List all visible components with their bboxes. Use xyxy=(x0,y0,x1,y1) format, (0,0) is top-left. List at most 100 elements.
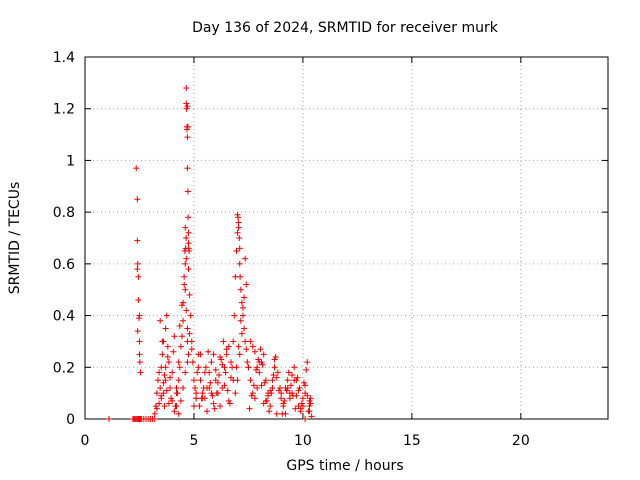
data-point xyxy=(238,299,245,306)
data-point xyxy=(250,382,257,389)
data-point xyxy=(171,408,178,415)
data-point xyxy=(181,281,188,288)
data-point xyxy=(133,165,140,172)
data-point xyxy=(180,317,187,324)
data-point xyxy=(231,312,238,319)
data-point xyxy=(208,359,215,366)
data-point xyxy=(307,395,314,402)
data-point xyxy=(197,351,204,358)
data-point xyxy=(267,387,274,394)
data-point xyxy=(225,397,232,404)
data-point xyxy=(135,273,142,280)
data-point xyxy=(244,359,251,366)
data-point xyxy=(177,343,184,350)
data-point xyxy=(211,405,218,412)
data-point xyxy=(228,374,235,381)
data-point xyxy=(182,245,189,252)
data-point xyxy=(173,384,180,391)
data-point xyxy=(260,351,267,358)
data-point xyxy=(236,351,243,358)
axis-ticks xyxy=(84,56,608,420)
data-point xyxy=(304,392,311,399)
data-point xyxy=(136,351,143,358)
data-point xyxy=(284,377,291,384)
x-tick-labels: 0 5 10 15 20 xyxy=(81,433,530,449)
data-point xyxy=(266,408,273,415)
x-tick-label: 20 xyxy=(512,433,530,449)
data-point xyxy=(304,359,311,366)
data-point xyxy=(166,384,173,391)
data-point xyxy=(151,410,158,417)
data-point xyxy=(222,369,229,376)
data-point xyxy=(212,366,219,373)
data-point xyxy=(213,390,220,397)
data-point xyxy=(134,260,141,267)
data-point xyxy=(269,377,276,384)
data-point xyxy=(287,382,294,389)
data-point xyxy=(219,361,226,368)
data-point xyxy=(245,364,252,371)
data-point xyxy=(292,405,299,412)
data-point xyxy=(273,410,280,417)
data-point xyxy=(268,390,275,397)
data-point xyxy=(261,379,268,386)
data-point xyxy=(184,123,191,130)
data-point xyxy=(209,392,216,399)
data-point xyxy=(274,369,281,376)
data-point xyxy=(199,395,206,402)
data-point xyxy=(166,374,173,381)
y-tick-label: 0.6 xyxy=(53,257,75,273)
data-point xyxy=(185,351,192,358)
data-point xyxy=(153,405,160,412)
data-point xyxy=(134,196,141,203)
data-point xyxy=(284,384,291,391)
data-point xyxy=(134,237,141,244)
data-point xyxy=(174,390,181,397)
data-point xyxy=(282,410,289,417)
data-point xyxy=(206,384,213,391)
data-point xyxy=(218,356,225,363)
data-point xyxy=(175,410,182,417)
data-point xyxy=(286,395,293,402)
y-tick-labels: 0 0.2 0.4 0.6 0.8 1 1.2 1.4 xyxy=(53,50,75,428)
data-point xyxy=(242,338,249,345)
data-point xyxy=(253,366,260,373)
data-point xyxy=(214,379,221,386)
y-tick-label: 1.2 xyxy=(53,102,75,118)
data-point xyxy=(155,377,162,384)
data-point xyxy=(183,85,190,92)
data-point xyxy=(153,390,160,397)
data-point xyxy=(184,165,191,172)
data-point xyxy=(226,400,233,407)
data-point xyxy=(273,374,280,381)
y-tick-label: 0.8 xyxy=(53,205,75,221)
data-point xyxy=(193,390,200,397)
data-point xyxy=(162,364,169,371)
data-point xyxy=(246,405,253,412)
data-point xyxy=(158,392,165,399)
data-point xyxy=(188,338,195,345)
x-axis-label: GPS time / hours xyxy=(286,458,403,474)
data-point xyxy=(220,338,227,345)
data-point xyxy=(235,343,242,350)
data-point xyxy=(236,260,243,267)
data-point xyxy=(247,377,254,384)
data-point xyxy=(175,377,182,384)
y-tick-label: 0.2 xyxy=(53,360,75,376)
data-point xyxy=(187,312,194,319)
data-point xyxy=(235,219,242,226)
data-point xyxy=(185,266,192,273)
data-point xyxy=(188,346,195,353)
data-point xyxy=(178,302,185,309)
data-point xyxy=(278,390,285,397)
data-point xyxy=(135,297,142,304)
data-point xyxy=(152,403,159,410)
data-point xyxy=(235,224,242,231)
data-point xyxy=(105,416,112,422)
data-point xyxy=(189,359,196,366)
data-point xyxy=(234,214,241,221)
data-point xyxy=(186,330,193,337)
data-point xyxy=(169,397,176,404)
data-point xyxy=(162,325,169,332)
data-point xyxy=(247,338,254,345)
